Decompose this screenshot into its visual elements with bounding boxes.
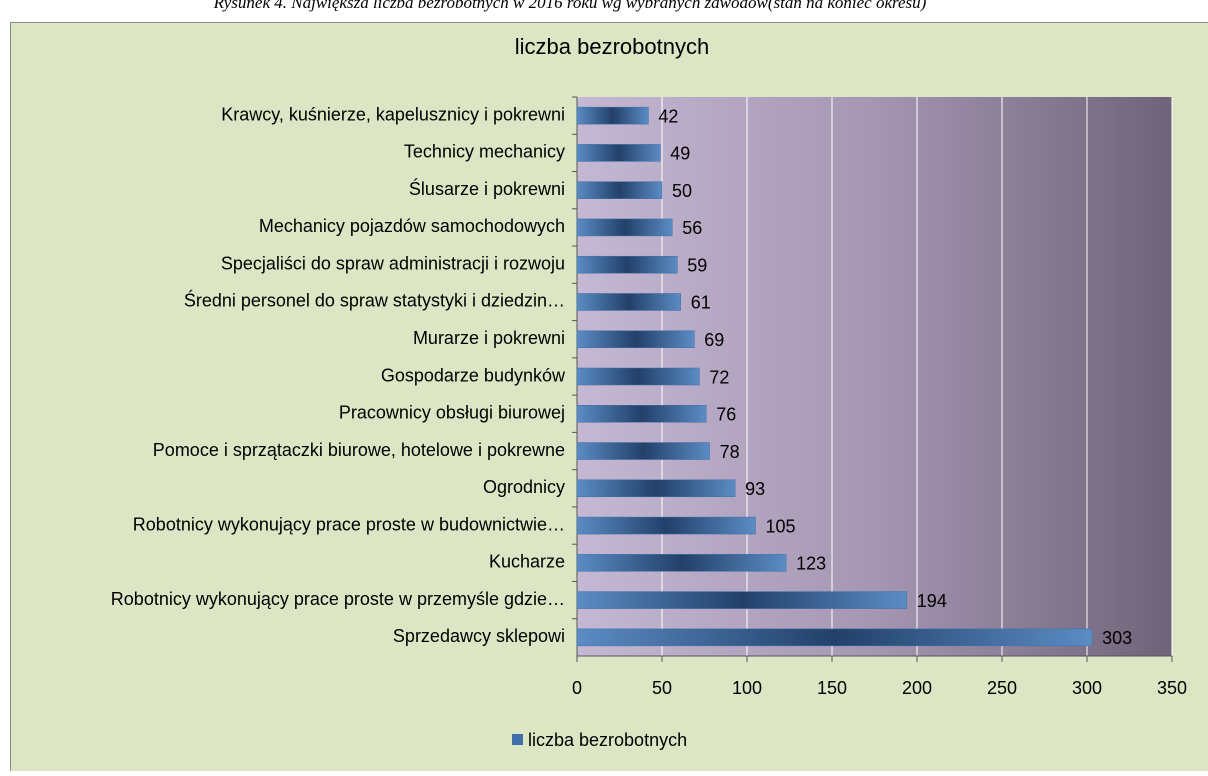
y-tick-label: Murarze i pokrewni	[413, 328, 565, 348]
bar	[577, 629, 1092, 646]
bar	[577, 368, 699, 385]
y-tick-label: Mechanicy pojazdów samochodowych	[259, 216, 565, 236]
value-label: 93	[745, 479, 765, 499]
bar	[577, 480, 735, 497]
y-tick-label: Pracownicy obsługi biurowej	[339, 403, 565, 423]
y-tick-label: Ogrodnicy	[483, 477, 565, 497]
y-tick-label: Robotnicy wykonujący prace proste w budo…	[133, 514, 565, 534]
bar	[577, 331, 694, 348]
x-tick-label: 350	[1157, 678, 1187, 698]
legend-label: liczba bezrobotnych	[528, 730, 687, 750]
x-tick-label: 250	[987, 678, 1017, 698]
value-label: 194	[917, 591, 947, 611]
value-label: 105	[766, 516, 796, 536]
bar	[577, 405, 706, 422]
value-label: 123	[796, 554, 826, 574]
y-tick-label: Technicy mechanicy	[404, 142, 565, 162]
legend-swatch	[512, 734, 523, 745]
value-label: 78	[720, 442, 740, 462]
y-tick-label: Sprzedawcy sklepowi	[393, 626, 565, 646]
y-tick-label: Ślusarze i pokrewni	[409, 178, 565, 199]
bar	[577, 256, 677, 273]
value-label: 59	[687, 255, 707, 275]
y-tick-label: Robotnicy wykonujący prace proste w prze…	[111, 589, 565, 609]
bar	[577, 144, 660, 161]
value-label: 72	[709, 367, 729, 387]
bar	[577, 554, 786, 571]
y-tick-label: Kucharze	[489, 552, 565, 572]
value-label: 50	[672, 181, 692, 201]
value-label: 42	[658, 106, 678, 126]
x-tick-label: 150	[817, 678, 847, 698]
y-tick-label: Specjaliści do spraw administracji i roz…	[221, 253, 565, 273]
chart-title: liczba bezrobotnych	[515, 34, 709, 59]
x-tick-label: 300	[1072, 678, 1102, 698]
value-label: 56	[682, 218, 702, 238]
bar	[577, 592, 907, 609]
bar	[577, 219, 672, 236]
y-tick-label: Średni personel do spraw statystyki i dz…	[184, 290, 565, 311]
bar	[577, 293, 681, 310]
caption: Rysunek 4. Największa liczba bezrobotnyc…	[213, 0, 927, 12]
x-tick-label: 200	[902, 678, 932, 698]
bar	[577, 107, 648, 124]
x-tick-label: 100	[732, 678, 762, 698]
bar	[577, 443, 710, 460]
value-label: 69	[704, 330, 724, 350]
value-label: 76	[716, 405, 736, 425]
y-tick-label: Pomoce i sprzątaczki biurowe, hotelowe i…	[153, 440, 565, 460]
x-tick-label: 0	[572, 678, 582, 698]
bar	[577, 517, 756, 534]
value-label: 61	[691, 293, 711, 313]
y-tick-label: Krawcy, kuśnierze, kapelusznicy i pokrew…	[221, 104, 565, 124]
bar	[577, 182, 662, 199]
value-label: 49	[670, 144, 690, 164]
x-tick-label: 50	[652, 678, 672, 698]
y-tick-label: Gospodarze budynków	[381, 365, 566, 385]
value-label: 303	[1102, 628, 1132, 648]
